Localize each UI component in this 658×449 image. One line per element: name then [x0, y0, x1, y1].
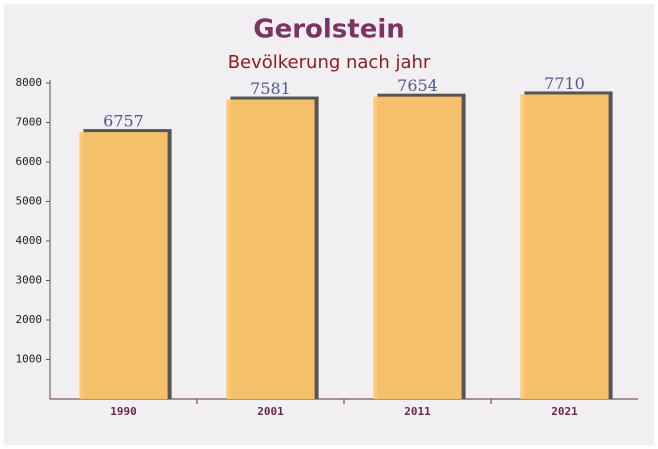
- bar: [373, 96, 462, 400]
- x-tick-label: 1990: [110, 405, 137, 418]
- x-tick-label: 2021: [551, 405, 578, 418]
- y-tick-label: 6000: [16, 155, 43, 168]
- y-tick-label: 5000: [16, 195, 43, 208]
- y-tick-label: 4000: [16, 234, 43, 247]
- value-label: 7710: [544, 74, 585, 93]
- chart-title: Gerolstein: [253, 15, 405, 45]
- y-tick-label: 2000: [16, 313, 43, 326]
- y-tick-label: 7000: [16, 116, 43, 129]
- bar: [226, 99, 315, 399]
- value-label: 7581: [250, 79, 291, 98]
- chart-subtitle: Bevölkerung nach jahr: [228, 52, 431, 73]
- bar: [79, 132, 168, 399]
- value-label: 6757: [103, 112, 144, 131]
- x-tick-label: 2011: [404, 405, 431, 418]
- x-tick-label: 2001: [257, 405, 284, 418]
- value-label: 7654: [397, 76, 438, 95]
- bar: [520, 94, 609, 399]
- y-tick-label: 3000: [16, 274, 43, 287]
- y-tick-label: 1000: [16, 353, 43, 366]
- y-tick-label: 8000: [16, 76, 43, 89]
